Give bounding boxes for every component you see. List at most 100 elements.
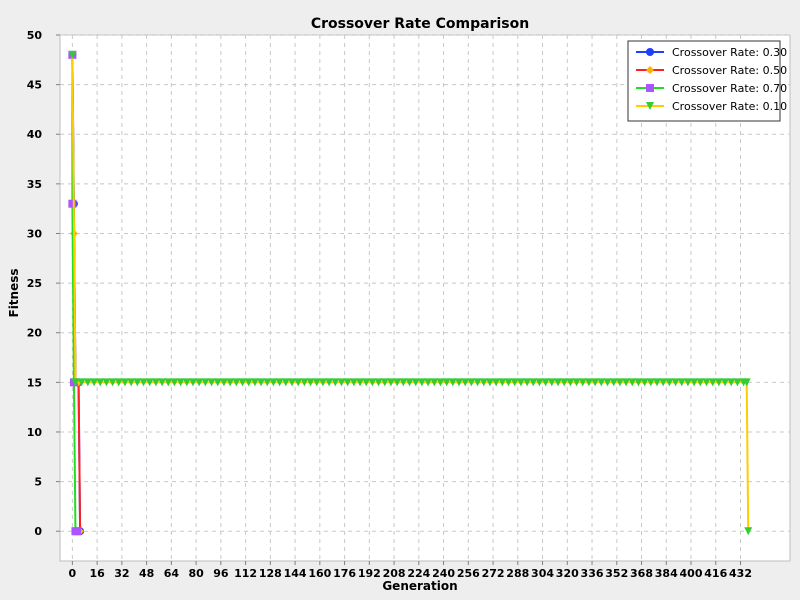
x-tick-label: 112 [234, 567, 257, 580]
x-tick-label: 160 [308, 567, 331, 580]
data-point [442, 378, 451, 387]
legend-marker [646, 66, 654, 74]
y-axis-label: Fitness [7, 268, 21, 317]
plot-area [59, 34, 791, 562]
data-point [331, 378, 340, 387]
data-point [744, 527, 753, 536]
x-axis-label: Generation [382, 579, 457, 593]
data-point [566, 378, 575, 387]
data-point [547, 378, 556, 387]
legend-item: Crossover Rate: 0.30 [636, 46, 787, 59]
data-point [467, 378, 476, 387]
data-point [71, 378, 80, 387]
data-point [269, 378, 278, 387]
data-point [164, 378, 173, 387]
data-point [238, 378, 247, 387]
x-tick-label: 144 [284, 567, 307, 580]
data-point [195, 378, 204, 387]
data-point [182, 378, 191, 387]
series-4 [68, 50, 753, 536]
data-point [455, 378, 464, 387]
data-point [572, 378, 581, 387]
data-point [250, 378, 259, 387]
data-point [683, 378, 692, 387]
data-point [424, 378, 433, 387]
data-point [263, 378, 272, 387]
x-tick-label: 128 [259, 567, 282, 580]
data-point [498, 378, 507, 387]
data-point [504, 378, 513, 387]
data-point [102, 378, 111, 387]
data-point [677, 378, 686, 387]
legend-item: Crossover Rate: 0.10 [636, 100, 787, 113]
x-tick-label: 320 [556, 567, 579, 580]
legend-item: Crossover Rate: 0.70 [636, 82, 787, 95]
data-point [275, 378, 284, 387]
y-tick-label: 25 [27, 277, 42, 290]
data-point [485, 378, 494, 387]
data-point [510, 378, 519, 387]
data-point [386, 378, 395, 387]
data-point [634, 378, 643, 387]
data-point [176, 378, 185, 387]
x-tick-label: 304 [531, 567, 554, 580]
legend-marker [646, 84, 654, 92]
data-point [362, 378, 371, 387]
legend-box [627, 40, 781, 122]
data-point [597, 378, 606, 387]
x-tick-label: 288 [506, 567, 529, 580]
y-tick-label: 45 [27, 79, 42, 92]
data-point [300, 378, 309, 387]
data-point [133, 378, 142, 387]
data-point [541, 378, 550, 387]
data-point [436, 378, 445, 387]
axes: 0 16 32 48 64 80 96 112 128 144 160 176 192 208 224 240… [27, 29, 752, 580]
data-point [405, 378, 414, 387]
data-point [659, 378, 668, 387]
data-point [393, 378, 402, 387]
data-point [733, 378, 742, 387]
data-point [151, 378, 160, 387]
x-tick-label: 48 [139, 567, 154, 580]
data-point [287, 378, 296, 387]
x-tick-label: 0 [69, 567, 77, 580]
y-tick-label: 5 [34, 476, 42, 489]
data-point [523, 378, 532, 387]
legend-label: Crossover Rate: 0.70 [672, 82, 787, 95]
data-point [318, 378, 327, 387]
data-point [374, 378, 383, 387]
legend-item: Crossover Rate: 0.50 [636, 64, 787, 77]
legend-label: Crossover Rate: 0.10 [672, 100, 787, 113]
x-tick-label: 96 [213, 567, 229, 580]
x-tick-label: 400 [680, 567, 703, 580]
data-point [343, 378, 352, 387]
data-point [554, 378, 563, 387]
data-point [120, 378, 129, 387]
data-point [77, 378, 86, 387]
x-tick-label: 336 [581, 567, 604, 580]
x-tick-label: 80 [188, 567, 204, 580]
data-point [189, 378, 198, 387]
data-point [207, 378, 216, 387]
data-point [628, 378, 637, 387]
data-point [96, 378, 105, 387]
data-point [714, 378, 723, 387]
data-point [702, 378, 711, 387]
data-point [609, 378, 618, 387]
data-point [90, 378, 99, 387]
data-point [201, 378, 210, 387]
data-point [114, 378, 123, 387]
data-point [615, 378, 624, 387]
data-point [399, 378, 408, 387]
data-point [83, 378, 92, 387]
x-tick-label: 352 [605, 567, 628, 580]
data-point [158, 378, 167, 387]
y-tick-label: 15 [27, 376, 42, 389]
data-point [213, 378, 222, 387]
legend-marker [646, 102, 654, 110]
legend: Crossover Rate: 0.30 Crossover Rate: 0.50… [627, 40, 787, 122]
data-point [646, 378, 655, 387]
data-point [349, 378, 358, 387]
x-tick-label: 368 [630, 567, 653, 580]
data-point [578, 378, 587, 387]
